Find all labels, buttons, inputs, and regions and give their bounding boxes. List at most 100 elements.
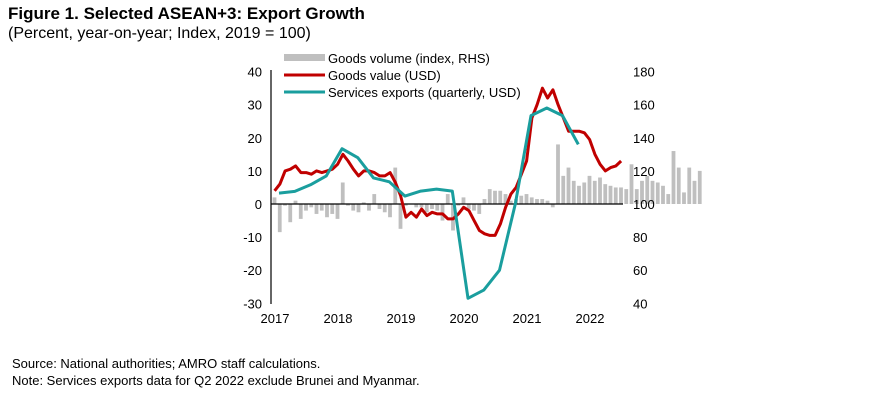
- y-left-tick-label: 30: [248, 98, 262, 113]
- goods-volume-bar: [340, 182, 345, 204]
- goods-volume-bar: [629, 164, 634, 204]
- x-tick-label: 2020: [450, 311, 479, 326]
- footnote: Note: Services exports data for Q2 2022 …: [12, 373, 420, 388]
- goods-volume-bar: [403, 204, 408, 206]
- goods-volume-bar: [356, 204, 361, 213]
- goods-volume-bar: [419, 204, 424, 208]
- goods-volume-bar: [687, 167, 692, 204]
- goods-volume-bar: [440, 204, 445, 221]
- goods-volume-bar: [482, 199, 487, 204]
- services-exports-line: [278, 106, 580, 300]
- goods-volume-bar: [655, 182, 660, 204]
- goods-volume-bar: [346, 204, 350, 206]
- lines: [273, 86, 623, 300]
- goods-volume-bar: [472, 204, 476, 211]
- x-tick-label: 2019: [387, 311, 416, 326]
- goods-volume-bar: [529, 197, 534, 204]
- goods-volume-bar: [277, 204, 282, 233]
- goods-volume-bar: [666, 194, 671, 204]
- y-right-tick-label: 160: [633, 98, 655, 113]
- goods-volume-bar: [309, 204, 314, 208]
- goods-volume-bar: [325, 204, 329, 218]
- goods-volume-bar: [351, 204, 356, 211]
- goods-volume-bar: [682, 192, 686, 204]
- axes: [270, 70, 623, 304]
- goods-volume-bar: [445, 194, 450, 204]
- y-right-tick-label: 140: [633, 131, 655, 146]
- goods-volume-bar: [645, 175, 650, 204]
- goods-volume-bar: [367, 204, 371, 211]
- legend-swatch: [284, 54, 325, 61]
- goods-volume-bar: [608, 185, 613, 204]
- y-left-tick-label: -10: [243, 230, 262, 245]
- x-tick-label: 2018: [324, 311, 353, 326]
- goods-volume-bar: [498, 190, 503, 204]
- goods-volume-bar: [293, 200, 298, 204]
- goods-volume-bar: [561, 175, 566, 204]
- goods-volume-bar: [388, 204, 392, 218]
- goods-volume-bar: [519, 195, 524, 204]
- goods-volume-bar: [372, 194, 377, 204]
- goods-volume-bar: [697, 170, 702, 204]
- y-right-tick-label: 100: [633, 197, 655, 212]
- goods-volume-bar: [298, 204, 303, 219]
- y-left-tick-label: 40: [248, 65, 262, 80]
- goods-volume-bar: [540, 199, 545, 204]
- y-left-tick-label: -20: [243, 263, 262, 278]
- goods-volume-bar: [571, 180, 576, 204]
- goods-volume-bar: [535, 199, 539, 204]
- goods-volume-bar: [314, 204, 319, 214]
- legend-label: Services exports (quarterly, USD): [328, 85, 521, 100]
- goods-volume-bar: [661, 185, 665, 204]
- goods-volume-bar: [503, 194, 508, 204]
- y-left-tick-label: -30: [243, 296, 262, 311]
- goods-volume-bar: [619, 187, 623, 204]
- goods-volume-bar: [508, 200, 513, 204]
- goods-volume-bar: [566, 167, 571, 204]
- goods-volume-bar: [398, 204, 403, 229]
- goods-volume-bar: [304, 204, 308, 211]
- y-right-tick-label: 60: [633, 263, 647, 278]
- goods-volume-bar: [603, 184, 608, 204]
- goods-volume-bar: [424, 204, 429, 213]
- goods-volume-bar: [461, 197, 466, 204]
- y-right-tick-label: 40: [633, 296, 647, 311]
- y-right-tick-label: 180: [633, 65, 655, 80]
- y-left-tick-label: 0: [255, 197, 262, 212]
- chart-title: Figure 1. Selected ASEAN+3: Export Growt…: [8, 4, 365, 23]
- goods-volume-bar: [288, 204, 293, 223]
- legend-label: Goods value (USD): [328, 68, 441, 83]
- goods-volume-bar: [592, 180, 597, 204]
- goods-volume-bar: [487, 189, 492, 204]
- goods-volume-bar: [524, 194, 529, 204]
- goods-volume-bar: [550, 204, 555, 208]
- goods-volume-bar: [456, 204, 461, 206]
- goods-volume-bar: [671, 151, 676, 204]
- goods-volume-bar: [272, 197, 277, 204]
- goods-volume-bar: [382, 204, 387, 213]
- goods-volume-bar: [556, 144, 560, 204]
- goods-volume-bar: [676, 167, 681, 204]
- goods-volume-bar: [650, 180, 655, 204]
- goods-volume-bar: [692, 180, 697, 204]
- goods-volume-bar: [377, 204, 382, 209]
- goods-volume-bar: [477, 204, 482, 214]
- goods-volume-bar: [430, 204, 434, 209]
- goods-volume-bar: [466, 204, 471, 209]
- goods-volume-bar: [545, 200, 550, 204]
- y-left-tick-label: 20: [248, 131, 262, 146]
- goods-volume-bar: [361, 202, 366, 204]
- goods-volume-bar: [493, 190, 497, 204]
- x-tick-label: 2021: [513, 311, 542, 326]
- goods-volume-bar: [613, 187, 618, 204]
- x-tick-label: 2022: [576, 311, 605, 326]
- chart-subtitle: (Percent, year-on-year; Index, 2019 = 10…: [8, 25, 311, 42]
- goods-volume-bar: [582, 182, 587, 204]
- goods-volume-bar: [319, 204, 324, 211]
- goods-volume-bar: [587, 175, 592, 204]
- goods-volume-bar: [640, 180, 644, 204]
- y-left-tick-label: 10: [248, 164, 262, 179]
- legend: Goods volume (index, RHS) Goods value (US…: [284, 51, 521, 100]
- y-right-tick-label: 80: [633, 230, 647, 245]
